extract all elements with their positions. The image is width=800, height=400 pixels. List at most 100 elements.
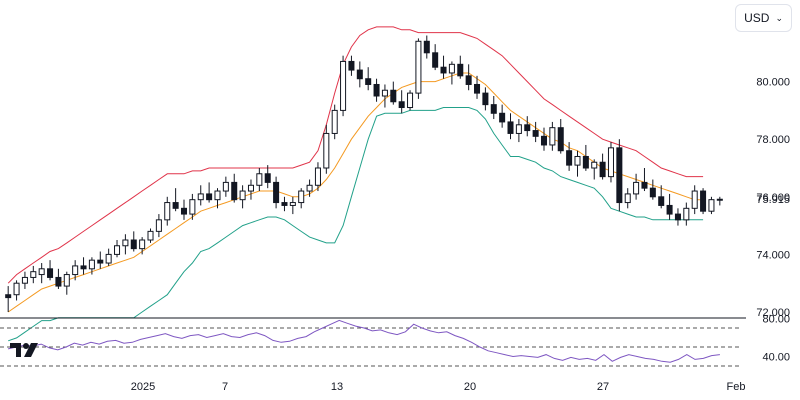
candle xyxy=(582,144,589,171)
candle-body xyxy=(5,294,12,299)
candle-body xyxy=(214,190,221,201)
candle-body xyxy=(30,271,37,278)
candle xyxy=(323,124,330,174)
candle-body xyxy=(390,89,397,103)
candle-body xyxy=(139,239,146,250)
candle-body xyxy=(415,40,422,94)
candle xyxy=(649,179,656,200)
candle-body xyxy=(306,184,313,192)
candle xyxy=(130,231,137,252)
candle-body xyxy=(47,268,54,278)
time-tick-label: 13 xyxy=(331,381,343,393)
candle xyxy=(465,64,472,91)
candle xyxy=(365,67,372,91)
candle xyxy=(716,196,723,206)
candle xyxy=(214,188,221,209)
candle-body xyxy=(716,198,723,201)
candle xyxy=(306,179,313,197)
candle-body xyxy=(507,121,514,134)
candle-body xyxy=(147,230,154,241)
candle-body xyxy=(356,69,363,80)
price-pane[interactable] xyxy=(5,26,723,342)
candle-body xyxy=(273,181,280,204)
candle-body xyxy=(381,89,388,97)
candle-body xyxy=(474,83,481,94)
time-axis: 2025 7 13 20 27 Feb xyxy=(131,381,746,393)
candle-body xyxy=(616,147,623,204)
candle xyxy=(390,81,397,105)
candle-body xyxy=(180,207,188,215)
candle xyxy=(457,55,464,79)
candle-body xyxy=(239,190,246,201)
candle xyxy=(540,127,548,151)
candle xyxy=(641,168,648,192)
candle-body xyxy=(683,207,690,221)
tradingview-logo-icon xyxy=(10,343,38,357)
candle xyxy=(348,55,355,76)
candle xyxy=(474,75,481,99)
candle xyxy=(524,116,531,137)
chevron-down-icon: ⌄ xyxy=(775,12,783,23)
candle xyxy=(298,188,305,209)
candle-body xyxy=(566,150,573,166)
candle-body xyxy=(674,213,681,221)
candle xyxy=(222,176,229,197)
candle-body xyxy=(348,60,355,71)
candle xyxy=(21,271,28,289)
candle xyxy=(691,185,698,215)
candle-body xyxy=(80,265,87,270)
candle-body xyxy=(557,127,564,152)
time-tick-label: 2025 xyxy=(131,381,155,393)
rsi-pane[interactable] xyxy=(0,319,742,367)
price-tick-label: 72.000 xyxy=(756,307,790,319)
candle xyxy=(72,260,79,281)
candle-body xyxy=(457,63,464,77)
candle-body xyxy=(289,202,296,206)
candle xyxy=(63,271,70,295)
candle-body xyxy=(21,276,28,284)
candle xyxy=(38,263,45,284)
candle-body xyxy=(55,276,62,287)
candle xyxy=(607,142,614,183)
candle-body xyxy=(700,190,707,212)
candle-body xyxy=(114,245,121,255)
candle-body xyxy=(365,78,372,85)
candle-body xyxy=(231,181,238,201)
candle-body xyxy=(88,259,95,270)
candle-body xyxy=(599,161,606,178)
price-tick-label: 80.000 xyxy=(756,77,790,89)
candle-body xyxy=(105,253,112,264)
candle xyxy=(331,104,338,140)
candle xyxy=(398,90,405,114)
candle-body xyxy=(482,92,489,106)
candle-body xyxy=(398,101,405,109)
currency-label: USD xyxy=(744,11,770,25)
candle xyxy=(666,193,673,220)
candle xyxy=(356,61,363,88)
candle xyxy=(180,199,188,220)
candle xyxy=(658,185,665,209)
candle xyxy=(674,208,681,226)
candle xyxy=(114,240,121,258)
candle-body xyxy=(499,112,506,123)
candle xyxy=(499,104,506,128)
candle-body xyxy=(264,173,271,183)
candle-body xyxy=(633,181,640,195)
candle-body xyxy=(532,130,539,137)
candle xyxy=(432,44,439,71)
candle-body xyxy=(607,147,614,178)
candle-body xyxy=(155,219,162,232)
candle xyxy=(155,214,162,238)
candle xyxy=(314,162,321,192)
candle-body xyxy=(323,132,330,169)
candle xyxy=(482,87,489,111)
candle xyxy=(448,61,455,85)
candle-body xyxy=(298,190,305,204)
candle-body xyxy=(515,124,522,134)
currency-selector[interactable]: USD ⌄ xyxy=(735,4,792,32)
candle xyxy=(231,173,238,203)
candle-body xyxy=(247,184,254,192)
candle xyxy=(515,119,522,143)
candle xyxy=(373,78,380,102)
